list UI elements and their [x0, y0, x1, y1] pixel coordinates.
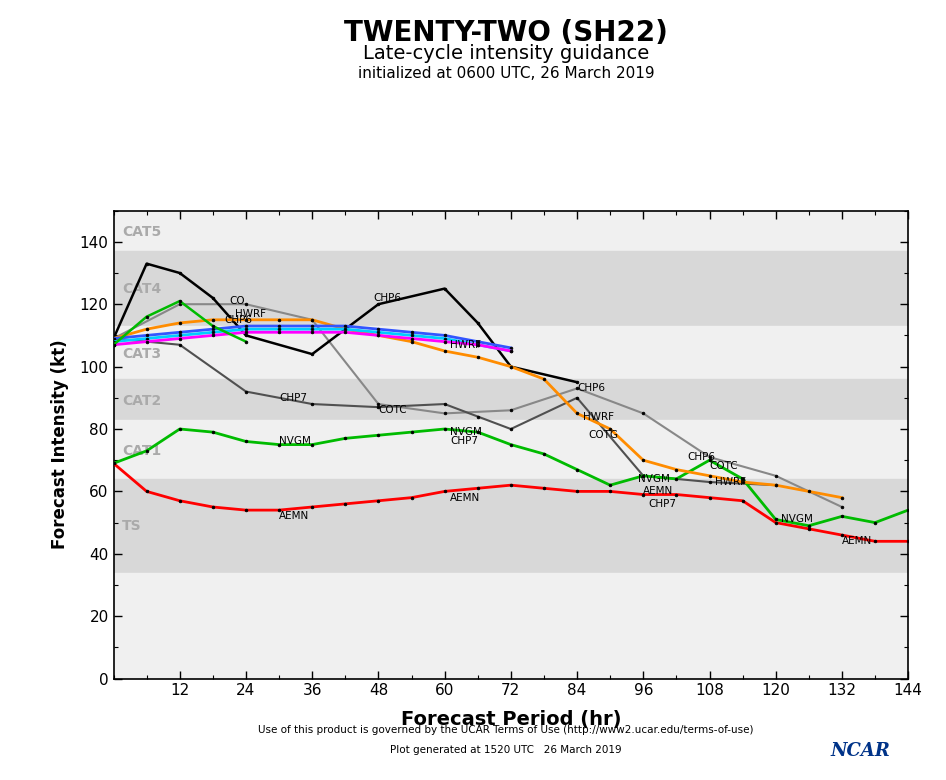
Text: HWRF: HWRF	[715, 477, 746, 487]
Text: TS: TS	[122, 519, 141, 533]
Text: AEMN: AEMN	[842, 537, 872, 546]
Text: CHP7: CHP7	[649, 499, 676, 509]
Text: CAT5: CAT5	[122, 225, 161, 239]
Text: AEMN: AEMN	[450, 493, 481, 502]
Text: AEMN: AEMN	[643, 487, 674, 496]
Text: Use of this product is governed by the UCAR Terms of Use (http://www2.ucar.edu/t: Use of this product is governed by the U…	[258, 725, 754, 735]
Text: TWENTY-TWO (SH22): TWENTY-TWO (SH22)	[344, 20, 668, 48]
Text: CHP7: CHP7	[279, 393, 307, 402]
Text: Plot generated at 1520 UTC   26 March 2019: Plot generated at 1520 UTC 26 March 2019	[391, 745, 622, 755]
Text: HWRF: HWRF	[235, 309, 266, 318]
Text: CHP6: CHP6	[373, 293, 401, 303]
Text: CAT3: CAT3	[122, 347, 161, 361]
Bar	[114, 379, 908, 420]
Text: NCAR: NCAR	[831, 743, 891, 760]
Text: CHP7: CHP7	[450, 437, 478, 446]
Text: NVGM: NVGM	[450, 427, 482, 437]
Text: CAT1: CAT1	[122, 444, 161, 458]
Text: NVGM: NVGM	[638, 474, 670, 484]
Text: HWRF: HWRF	[583, 412, 614, 421]
Text: COTC: COTC	[710, 462, 738, 471]
Text: initialized at 0600 UTC, 26 March 2019: initialized at 0600 UTC, 26 March 2019	[358, 66, 655, 80]
X-axis label: Forecast Period (hr): Forecast Period (hr)	[400, 710, 622, 729]
Bar	[114, 326, 908, 379]
Bar	[114, 420, 908, 479]
Text: CAT2: CAT2	[122, 394, 161, 408]
Y-axis label: Forecast Intensity (kt): Forecast Intensity (kt)	[51, 340, 69, 549]
Text: COTC: COTC	[378, 406, 407, 415]
Text: Late-cycle intensity guidance: Late-cycle intensity guidance	[363, 44, 649, 63]
Bar	[114, 251, 908, 326]
Text: CHP6: CHP6	[224, 315, 252, 324]
Text: CAT4: CAT4	[122, 282, 161, 296]
Text: CO: CO	[229, 296, 245, 306]
Text: AEMN: AEMN	[279, 512, 309, 521]
Text: CHP6: CHP6	[577, 384, 605, 393]
Bar	[114, 573, 908, 679]
Bar	[114, 55, 908, 251]
Text: CHP6: CHP6	[688, 452, 715, 462]
Bar	[114, 479, 908, 573]
Text: COTG: COTG	[588, 431, 618, 440]
Text: HWRF: HWRF	[450, 340, 482, 349]
Text: NVGM: NVGM	[781, 515, 814, 524]
Text: NVGM: NVGM	[279, 437, 311, 446]
